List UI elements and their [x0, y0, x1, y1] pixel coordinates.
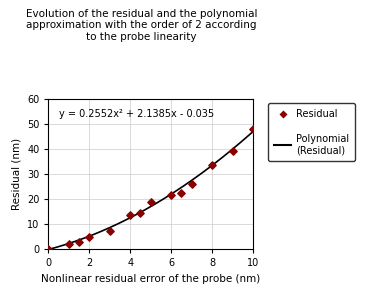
Point	[107, 229, 113, 234]
Point	[127, 213, 133, 218]
Point	[138, 211, 144, 215]
Point	[76, 240, 82, 245]
Legend: Residual, Polynomial
(Residual): Residual, Polynomial (Residual)	[268, 104, 355, 161]
Point	[66, 241, 72, 246]
Point	[45, 246, 51, 251]
Text: y = 0.2552x² + 2.1385x - 0.035: y = 0.2552x² + 2.1385x - 0.035	[59, 109, 214, 119]
X-axis label: Nonlinear residual error of the probe (nm): Nonlinear residual error of the probe (n…	[41, 274, 260, 284]
Point	[250, 126, 256, 131]
Point	[179, 191, 185, 195]
Point	[86, 234, 92, 239]
Point	[189, 182, 195, 186]
Point	[230, 149, 235, 154]
Point	[148, 199, 154, 204]
Y-axis label: Residual (nm): Residual (nm)	[12, 138, 22, 210]
Point	[209, 163, 215, 168]
Point	[168, 193, 174, 198]
Text: Evolution of the residual and the polynomial
approximation with the order of 2 a: Evolution of the residual and the polyno…	[26, 9, 257, 42]
